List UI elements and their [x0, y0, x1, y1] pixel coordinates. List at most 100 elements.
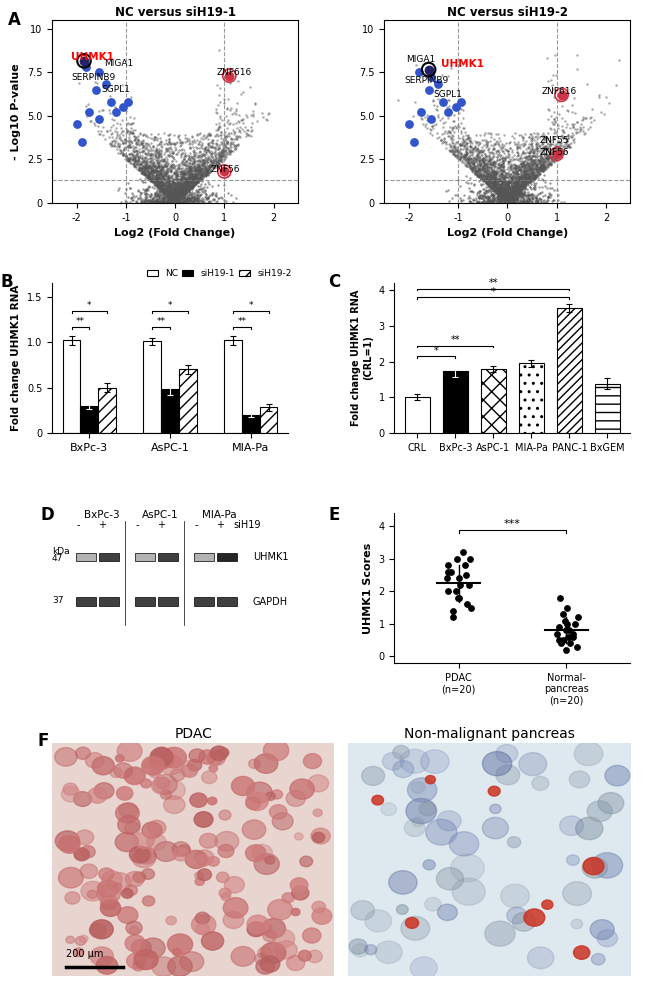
Point — [147, 163, 157, 179]
Point — [502, 141, 513, 157]
Point — [201, 162, 211, 178]
Point — [180, 172, 190, 188]
Text: siH19: siH19 — [234, 520, 261, 530]
Point — [456, 123, 466, 138]
Point — [517, 179, 528, 195]
Point — [486, 184, 496, 200]
Point — [514, 172, 524, 188]
Point — [503, 187, 514, 203]
Point — [198, 155, 209, 171]
Point — [149, 174, 159, 190]
Point — [495, 172, 506, 188]
Point — [494, 184, 504, 200]
Point — [166, 142, 177, 158]
Point — [214, 144, 225, 160]
Point — [194, 171, 205, 187]
Point — [172, 177, 183, 193]
Point — [461, 147, 471, 163]
Point — [157, 178, 167, 194]
Point — [98, 119, 109, 134]
Point — [127, 141, 138, 157]
Point — [140, 165, 150, 181]
Point — [148, 155, 158, 171]
Point — [157, 169, 168, 185]
Point — [521, 169, 532, 185]
Point — [209, 146, 220, 162]
Point — [194, 189, 205, 205]
Point — [155, 174, 165, 190]
Point — [179, 193, 190, 209]
Point — [146, 170, 156, 186]
Point — [572, 114, 582, 129]
Point — [203, 137, 214, 153]
Point — [200, 164, 211, 180]
Point — [478, 195, 489, 211]
Point — [154, 182, 164, 198]
Point — [582, 77, 592, 93]
Point — [188, 177, 199, 193]
Point — [491, 184, 502, 200]
Point — [506, 144, 517, 160]
Point — [521, 170, 532, 186]
Point — [166, 180, 176, 196]
Point — [454, 150, 464, 166]
Point — [182, 186, 192, 202]
Point — [174, 186, 185, 202]
Circle shape — [605, 765, 630, 786]
Point — [465, 158, 476, 174]
Point — [168, 191, 178, 207]
Point — [526, 148, 536, 164]
Point — [477, 194, 488, 210]
Point — [428, 114, 439, 129]
Point — [219, 118, 229, 133]
Point — [517, 132, 528, 148]
Point — [101, 77, 111, 93]
Title: NC versus siH19-1: NC versus siH19-1 — [114, 6, 235, 19]
Point — [495, 133, 505, 149]
Point — [495, 194, 506, 210]
Point — [172, 190, 183, 206]
Point — [190, 161, 201, 177]
Point — [427, 71, 437, 87]
Point — [211, 154, 221, 170]
Point — [488, 149, 498, 165]
Point — [465, 169, 475, 185]
Point — [479, 173, 489, 189]
Title: NC versus siH19-2: NC versus siH19-2 — [447, 6, 568, 19]
Point — [186, 184, 196, 200]
Point — [485, 168, 495, 184]
Point — [539, 152, 549, 168]
Point — [504, 189, 514, 205]
Point — [171, 161, 181, 177]
Point — [492, 182, 502, 198]
Point — [118, 134, 128, 150]
Point — [159, 190, 169, 206]
Circle shape — [218, 748, 229, 757]
Point — [195, 125, 205, 141]
Point — [492, 159, 502, 175]
Point — [465, 157, 476, 173]
Point — [509, 177, 519, 193]
Point — [140, 165, 151, 181]
Point — [443, 584, 453, 600]
Circle shape — [507, 907, 526, 923]
Point — [192, 163, 203, 179]
Point — [198, 156, 208, 172]
Point — [172, 174, 183, 190]
Point — [497, 172, 507, 188]
Point — [501, 182, 512, 198]
Point — [441, 571, 452, 587]
Point — [215, 111, 226, 126]
Point — [468, 149, 478, 165]
Point — [500, 189, 511, 205]
Point — [510, 181, 520, 197]
Point — [473, 161, 484, 177]
Point — [454, 151, 464, 167]
Point — [498, 189, 508, 205]
Point — [179, 166, 190, 182]
Point — [558, 124, 568, 139]
Point — [205, 158, 216, 174]
Point — [534, 136, 544, 152]
Title: Non-malignant pancreas: Non-malignant pancreas — [404, 727, 575, 741]
Point — [504, 193, 514, 209]
